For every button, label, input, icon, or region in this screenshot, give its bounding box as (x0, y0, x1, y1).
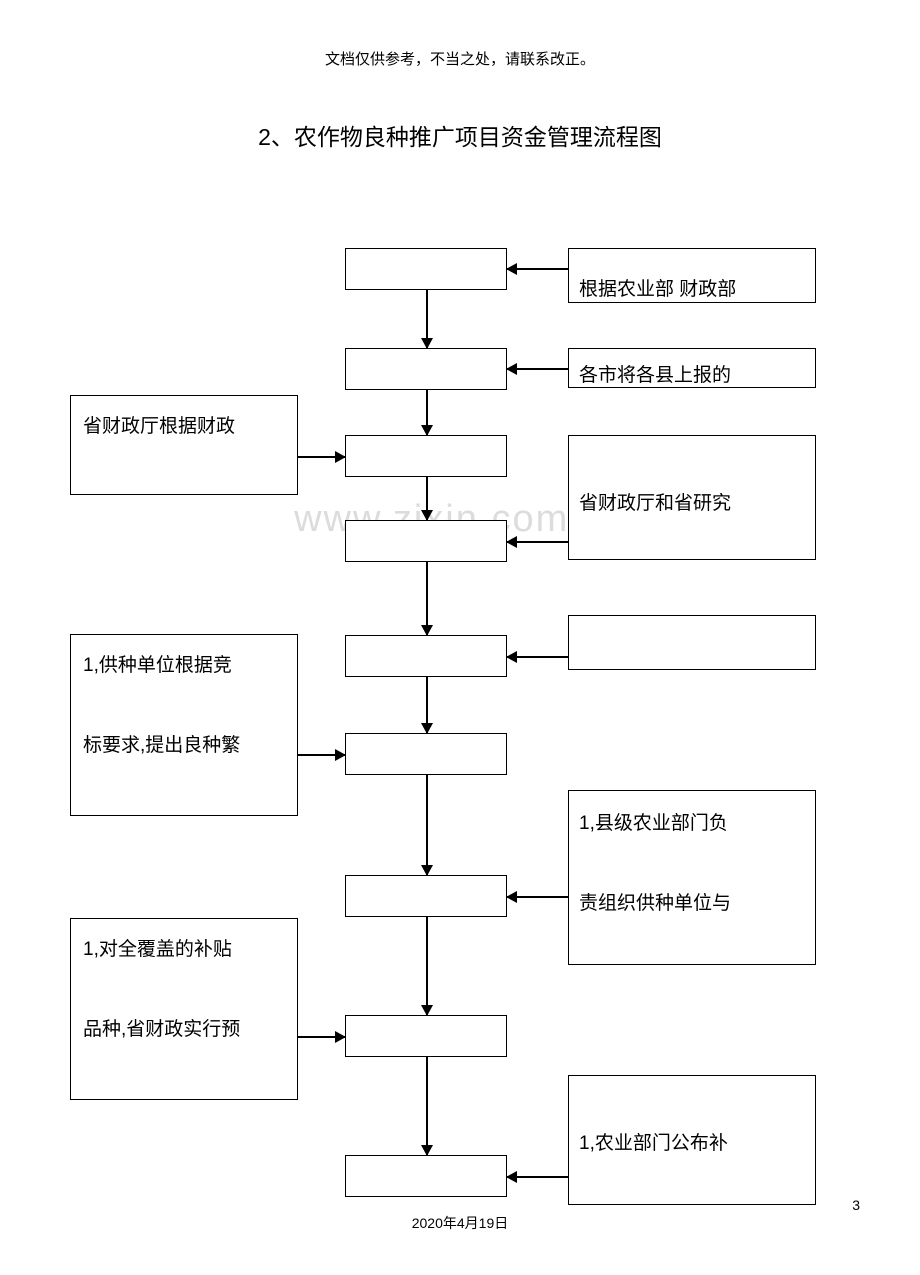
flow-side-node-r3: 省财政厅和省研究 (568, 435, 816, 560)
header-note: 文档仅供参考，不当之处，请联系改正。 (0, 48, 920, 69)
arrow-down (426, 477, 428, 520)
arrow-left (507, 541, 568, 543)
flow-side-node-l2: 1,供种单位根据竞 标要求,提出良种繁 (70, 634, 298, 816)
arrow-down (426, 1057, 428, 1155)
flow-side-node-l3: 1,对全覆盖的补贴 品种,省财政实行预 (70, 918, 298, 1100)
footer-date: 2020年4月19日 (0, 1213, 920, 1233)
flow-side-node-r2: 各市将各县上报的 (568, 348, 816, 388)
flow-node-c5 (345, 635, 507, 677)
arrow-down (426, 677, 428, 733)
arrow-down (426, 562, 428, 635)
arrow-left (507, 656, 568, 658)
arrow-down (426, 290, 428, 348)
arrow-right (298, 1036, 345, 1038)
flow-side-node-r6: 1,农业部门公布补 (568, 1075, 816, 1205)
flow-node-c2 (345, 348, 507, 390)
flow-node-c7 (345, 875, 507, 917)
page-title: 2、农作物良种推广项目资金管理流程图 (0, 118, 920, 152)
arrow-right (298, 754, 345, 756)
page-number: 3 (852, 1197, 860, 1213)
flow-node-c1 (345, 248, 507, 290)
flow-node-c9 (345, 1155, 507, 1197)
flow-side-node-r4 (568, 615, 816, 670)
arrow-left (507, 268, 568, 270)
arrow-down (426, 390, 428, 435)
arrow-left (507, 1176, 568, 1178)
flow-node-c8 (345, 1015, 507, 1057)
flow-node-c3 (345, 435, 507, 477)
arrow-down (426, 775, 428, 875)
flow-node-c6 (345, 733, 507, 775)
arrow-down (426, 917, 428, 1015)
arrow-left (507, 368, 568, 370)
flow-side-node-l1: 省财政厅根据财政 (70, 395, 298, 495)
flow-side-node-r1: 根据农业部 财政部 (568, 248, 816, 303)
arrow-left (507, 896, 568, 898)
flow-node-c4 (345, 520, 507, 562)
arrow-right (298, 456, 345, 458)
flow-side-node-r5: 1,县级农业部门负 责组织供种单位与 (568, 790, 816, 965)
